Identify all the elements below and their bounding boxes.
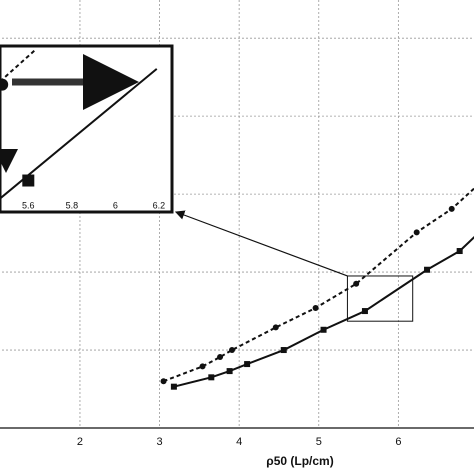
x-tick-label: 2 [77, 436, 83, 448]
marker [199, 363, 206, 370]
zoom-box [346, 275, 414, 322]
x-tick-label: 6 [113, 200, 118, 210]
x-tick-label: 5.8 [66, 200, 79, 210]
zoom-arrow [174, 210, 348, 277]
marker [229, 347, 235, 354]
x-axis-label: ρ50 (Lp/cm) [266, 454, 333, 468]
marker [208, 374, 215, 381]
x-tick-label: 3 [156, 436, 162, 448]
series-line [173, 235, 474, 388]
marker [312, 304, 319, 311]
marker [353, 280, 360, 287]
inset-frame [0, 44, 174, 214]
marker [0, 78, 9, 91]
marker [361, 308, 368, 315]
x-tick-label: 6 [395, 436, 401, 448]
marker [226, 368, 233, 375]
marker [448, 205, 455, 212]
series-line [163, 187, 474, 383]
marker [424, 266, 431, 273]
series-line [0, 49, 36, 83]
x-tick-label: 5.6 [22, 200, 35, 210]
x-tick-label: 4 [236, 436, 242, 448]
x-tick-label: 5 [316, 436, 322, 448]
marker [22, 174, 35, 187]
marker [244, 361, 251, 368]
marker [280, 347, 287, 354]
marker [320, 326, 327, 333]
marker [272, 324, 279, 331]
marker [413, 229, 420, 236]
marker [170, 383, 177, 390]
x-tick-label: 6.2 [153, 200, 166, 210]
marker [456, 248, 463, 255]
marker [217, 354, 224, 361]
marker [160, 378, 167, 385]
